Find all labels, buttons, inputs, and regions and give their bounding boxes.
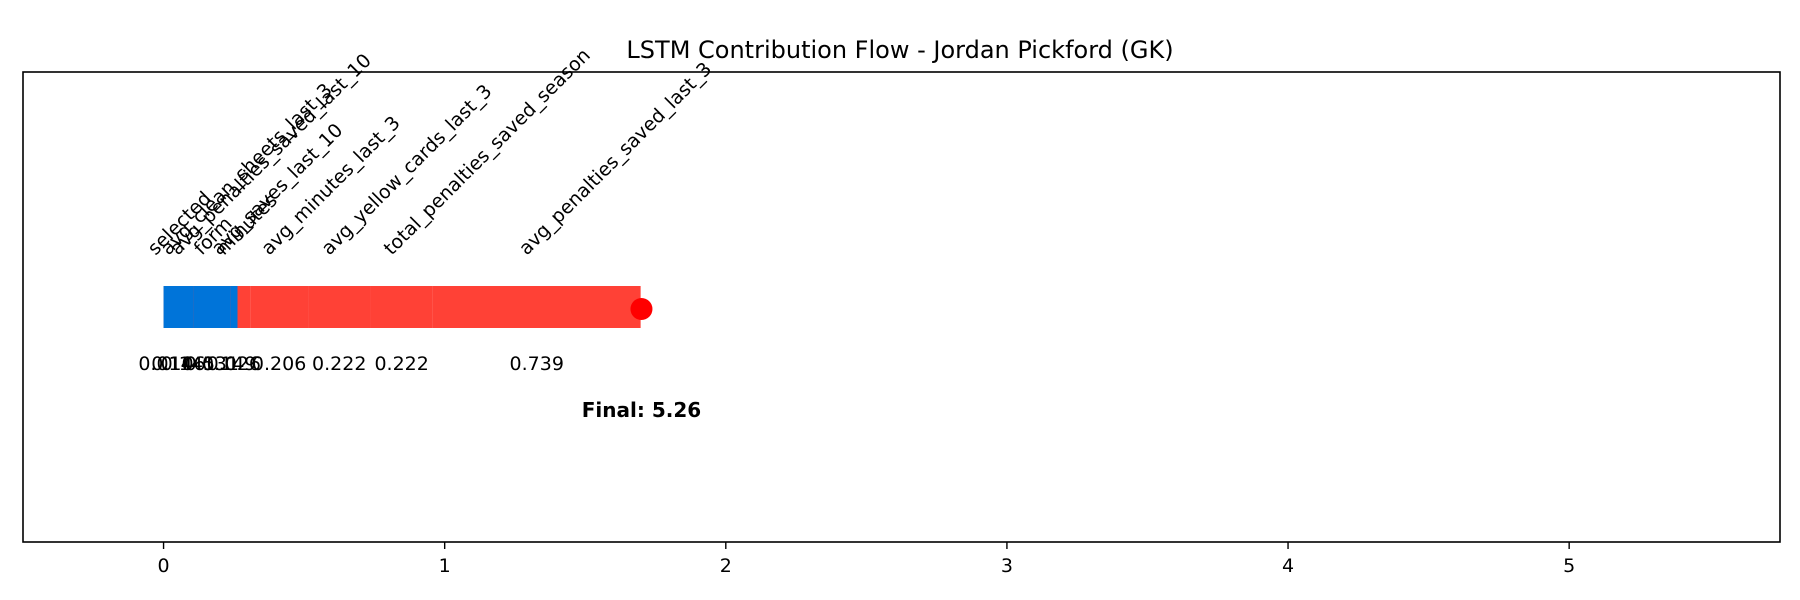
final-value-label: Final: 5.26	[582, 398, 701, 422]
prediction-marker	[630, 298, 653, 320]
x-tick-label: 5	[1563, 555, 1575, 577]
bar-segment-avg_penalties_saved_last_3	[432, 286, 641, 328]
value-label: 0.206	[252, 353, 306, 375]
value-label: 0.222	[312, 353, 366, 375]
value-label: 0.739	[510, 353, 564, 375]
bar-segment-total_penalties_saved_season	[370, 286, 433, 328]
x-tick-label: 3	[1001, 555, 1013, 577]
x-tick-label: 1	[439, 555, 451, 577]
plot-area-frame	[22, 71, 1781, 543]
value-label: 0.106	[151, 353, 205, 375]
value-label: 0.149	[202, 353, 256, 375]
bar-segment-minutes	[230, 286, 238, 328]
bar-segment-form	[193, 286, 231, 328]
x-tick-label: 0	[158, 555, 170, 577]
x-tick-label: 4	[1282, 555, 1294, 577]
bar-segment-avg_clean_sheets_last_3	[163, 286, 194, 328]
value-label: 0.222	[374, 353, 428, 375]
value-label: 0.026	[207, 353, 261, 375]
value-label: 0.131	[185, 353, 239, 375]
chart-title: LSTM Contribution Flow - Jordan Pickford…	[626, 36, 1173, 64]
bar-segment-avg_yellow_cards_last_3	[308, 286, 371, 328]
value-label: 0.014	[138, 353, 192, 375]
value-label: 0.145	[161, 353, 215, 375]
bar-segment-avg_minutes_last_3	[250, 286, 309, 328]
x-tick-label: 2	[720, 555, 732, 577]
